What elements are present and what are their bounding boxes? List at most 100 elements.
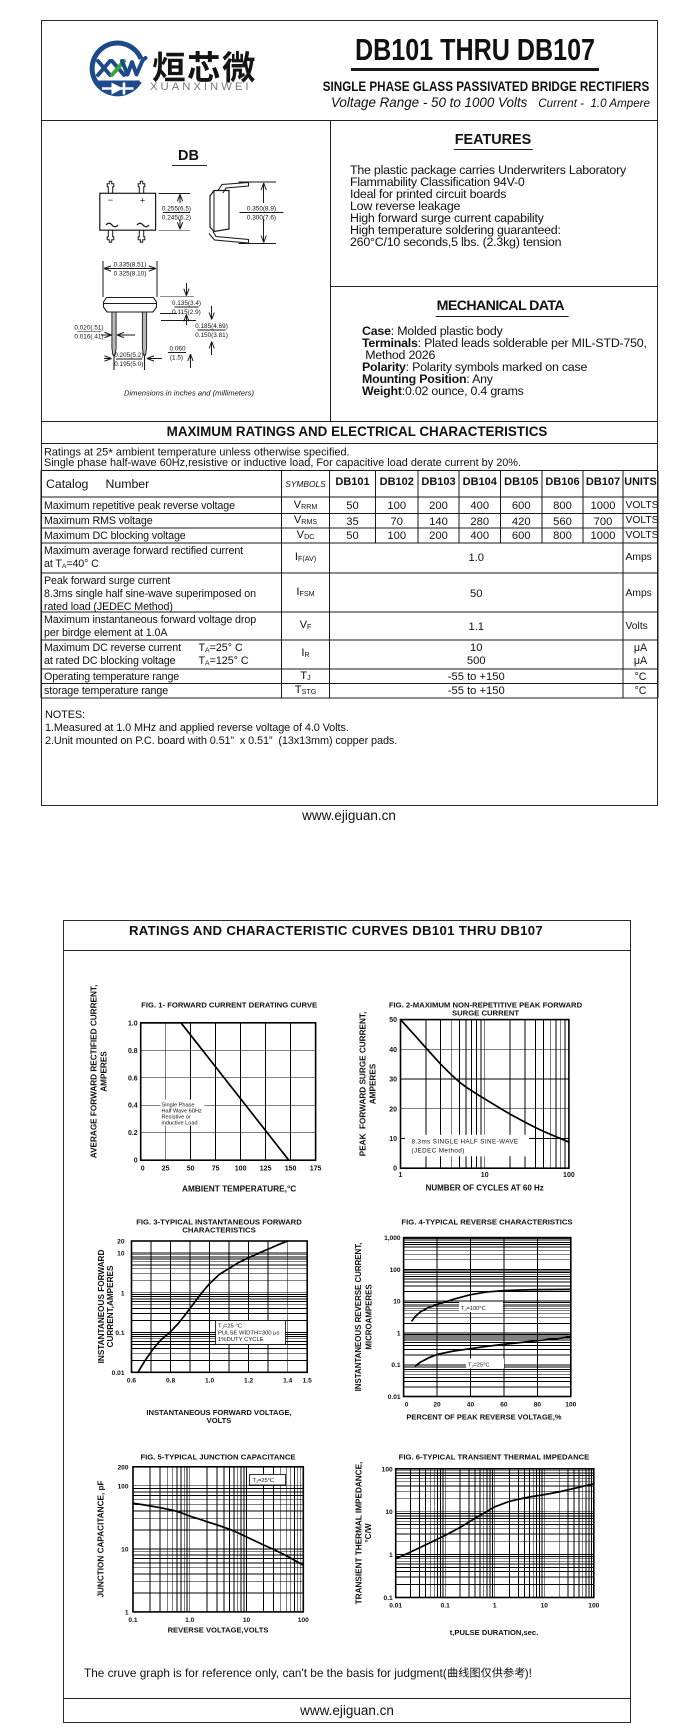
svg-text:Resistive or: Resistive or: [162, 1115, 191, 1121]
svg-text:PULSE WIDTH=300 μs: PULSE WIDTH=300 μs: [218, 1330, 280, 1336]
svg-text:10: 10: [117, 1250, 125, 1257]
svg-text:0.1: 0.1: [441, 1603, 450, 1610]
svg-text:100: 100: [298, 1617, 309, 1624]
svg-text:1.2: 1.2: [244, 1377, 253, 1384]
svg-text:TJ=25°C: TJ=25°C: [253, 1478, 275, 1484]
svg-text:FIG. 3-TYPICAL INSTANTANEOUS F: FIG. 3-TYPICAL INSTANTANEOUS FORWARD: [136, 1218, 302, 1227]
svg-text:(JEDEC Method): (JEDEC Method): [412, 1147, 465, 1154]
svg-text:1,000: 1,000: [384, 1235, 401, 1242]
svg-text:10: 10: [121, 1546, 129, 1553]
svg-text:PERCENT OF PEAK REVERSE VOLTAG: PERCENT OF PEAK REVERSE VOLTAGE,%: [406, 1413, 561, 1422]
svg-text:1: 1: [493, 1603, 497, 1610]
svg-text:0.150(3.81): 0.150(3.81): [195, 332, 228, 339]
svg-text:1%DUTY CYCLE: 1%DUTY CYCLE: [218, 1337, 264, 1343]
svg-text:0.060: 0.060: [170, 345, 186, 352]
svg-text:75: 75: [212, 1166, 220, 1173]
svg-text:8.3ms SINGLE HALF SINE-WAVE: 8.3ms SINGLE HALF SINE-WAVE: [412, 1139, 519, 1146]
svg-text:100: 100: [563, 1172, 575, 1179]
svg-text:−: −: [108, 195, 113, 205]
svg-text:10: 10: [243, 1617, 251, 1624]
svg-text:1: 1: [389, 1552, 393, 1559]
svg-text:100: 100: [382, 1466, 393, 1473]
svg-text:0.8: 0.8: [128, 1048, 138, 1055]
svg-text:NUMBER OF CYCLES AT 60 Hz: NUMBER OF CYCLES AT 60 Hz: [426, 1184, 544, 1193]
svg-text:0.350(8.9): 0.350(8.9): [247, 206, 276, 213]
svg-text:1.0: 1.0: [128, 1020, 138, 1027]
svg-text:TJ=25 °C: TJ=25 °C: [218, 1324, 243, 1330]
svg-text:10: 10: [541, 1603, 549, 1610]
svg-text:10: 10: [393, 1299, 401, 1306]
svg-text:0.6: 0.6: [128, 1075, 138, 1082]
svg-text:inductive Load: inductive Load: [162, 1121, 198, 1127]
svg-text:0.255(6.5): 0.255(6.5): [162, 206, 191, 213]
svg-text:1: 1: [125, 1609, 129, 1616]
svg-text:Dimensions in inches and (mill: Dimensions in inches and (millimeters): [124, 389, 254, 398]
svg-text:20: 20: [389, 1106, 397, 1113]
svg-text:Single Phase: Single Phase: [162, 1102, 195, 1108]
svg-text:1.5: 1.5: [303, 1377, 312, 1384]
svg-text:100: 100: [117, 1483, 128, 1490]
svg-text:0: 0: [141, 1166, 145, 1173]
svg-text:0.115(2.9): 0.115(2.9): [172, 309, 201, 316]
svg-text:PEAK FORWARD SURGE CURRENT,: PEAK FORWARD SURGE CURRENT,: [359, 1012, 368, 1157]
svg-text:125: 125: [260, 1166, 272, 1173]
svg-text:AVERAGE FORWARD RECTIFIED CURR: AVERAGE FORWARD RECTIFIED CURRENT,: [90, 985, 99, 1158]
svg-text:VOLTS: VOLTS: [207, 1416, 232, 1425]
svg-text:0.8: 0.8: [166, 1377, 175, 1384]
svg-text:0.1: 0.1: [128, 1617, 137, 1624]
svg-text:(1.5): (1.5): [170, 355, 183, 362]
svg-text:50: 50: [389, 1017, 397, 1024]
svg-text:TJ=100°C: TJ=100°C: [461, 1306, 486, 1312]
svg-text:100: 100: [235, 1166, 247, 1173]
svg-text:200: 200: [117, 1464, 128, 1471]
svg-text:0.1: 0.1: [384, 1595, 393, 1602]
svg-text:0.01: 0.01: [389, 1603, 402, 1610]
svg-text:0.01: 0.01: [112, 1370, 125, 1377]
svg-text:0.2: 0.2: [128, 1130, 138, 1137]
svg-text:t,PULSE DURATION,sec.: t,PULSE DURATION,sec.: [450, 1628, 538, 1637]
svg-text:INSTANTANEOUS FORWARD: INSTANTANEOUS FORWARD: [97, 1250, 106, 1364]
svg-text:INSTANTANEOUS REVERSE CURRENT,: INSTANTANEOUS REVERSE CURRENT,: [354, 1243, 363, 1392]
svg-text:20: 20: [117, 1239, 125, 1246]
svg-text:1.4: 1.4: [283, 1377, 292, 1384]
svg-text:50: 50: [187, 1166, 195, 1173]
svg-text:+: +: [140, 196, 145, 206]
svg-text:30: 30: [389, 1077, 397, 1084]
svg-text:FIG. 6-TYPICAL TRANSIENT THERM: FIG. 6-TYPICAL TRANSIENT THERMAL IMPEDAN…: [399, 1453, 590, 1462]
svg-text:0.016(.41): 0.016(.41): [74, 334, 103, 341]
svg-text:175: 175: [310, 1166, 322, 1173]
svg-text:AMBIENT TEMPERATURE,°C: AMBIENT TEMPERATURE,°C: [182, 1184, 296, 1194]
svg-text:0.1: 0.1: [391, 1362, 400, 1369]
svg-text:0.195(5.0): 0.195(5.0): [114, 361, 143, 368]
svg-text:CURRENT,AMPERES: CURRENT,AMPERES: [106, 1265, 115, 1347]
svg-text:INSTANTANEOUS FORWARD VOLTAGE,: INSTANTANEOUS FORWARD VOLTAGE,: [146, 1408, 291, 1417]
svg-text:0.020(.51): 0.020(.51): [74, 325, 103, 332]
svg-text:TJ=25°C: TJ=25°C: [468, 1363, 490, 1369]
svg-text:100: 100: [588, 1603, 599, 1610]
svg-text:0: 0: [393, 1166, 397, 1173]
svg-text:20: 20: [433, 1402, 441, 1409]
svg-text:0.185(4.69): 0.185(4.69): [195, 323, 228, 330]
svg-text:1: 1: [121, 1290, 125, 1297]
svg-text:150: 150: [285, 1166, 297, 1173]
svg-text:0.1: 0.1: [115, 1330, 124, 1337]
svg-text:0.4: 0.4: [128, 1103, 138, 1110]
svg-text:0.325(8.10): 0.325(8.10): [114, 271, 147, 278]
svg-text:10: 10: [481, 1172, 489, 1179]
svg-text:100: 100: [390, 1267, 401, 1274]
svg-text:0.01: 0.01: [388, 1394, 401, 1401]
svg-text:AMPERES: AMPERES: [369, 1063, 378, 1104]
svg-text:40: 40: [389, 1047, 397, 1054]
svg-text:°C/W: °C/W: [364, 1523, 373, 1542]
svg-text:0: 0: [405, 1402, 409, 1409]
svg-text:10: 10: [385, 1509, 393, 1516]
svg-text:JUNCTION CAPACITANCE, pF: JUNCTION CAPACITANCE, pF: [97, 1480, 106, 1597]
svg-text:0.245(6.2): 0.245(6.2): [162, 215, 191, 222]
svg-text:AMPERES: AMPERES: [100, 1051, 109, 1092]
svg-text:1.0: 1.0: [205, 1377, 214, 1384]
svg-text:40: 40: [467, 1402, 475, 1409]
svg-text:0.205(5.2): 0.205(5.2): [114, 352, 143, 359]
svg-text:FIG. 5-TYPICAL JUNCTION CAPACI: FIG. 5-TYPICAL JUNCTION CAPACITANCE: [140, 1453, 295, 1462]
svg-text:Half Wave 60Hz: Half Wave 60Hz: [162, 1108, 202, 1114]
svg-text:25: 25: [162, 1166, 170, 1173]
